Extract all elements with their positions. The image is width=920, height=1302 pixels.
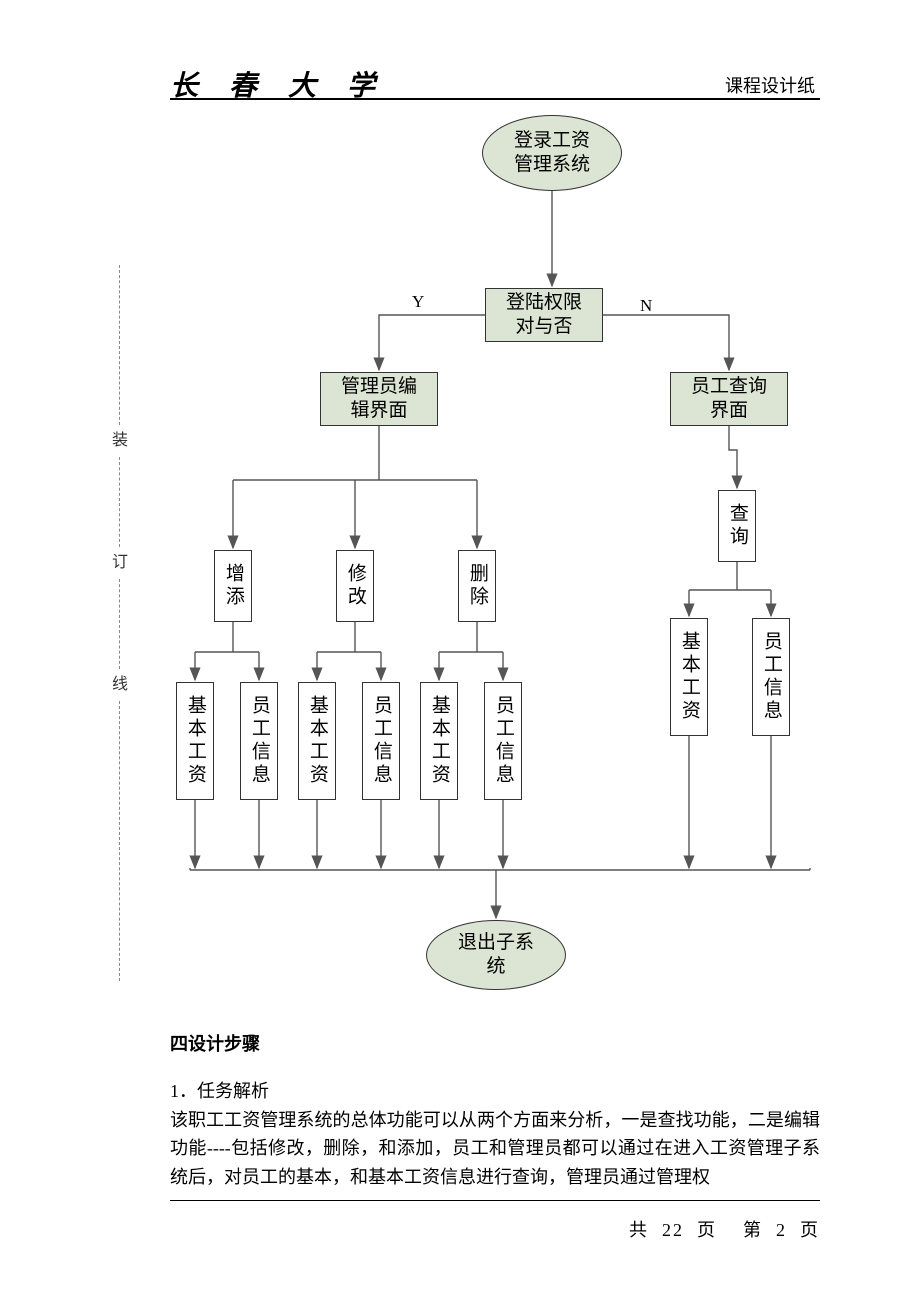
node-label: 基本工资 bbox=[183, 695, 207, 787]
footer-current-page: 2 bbox=[776, 1220, 787, 1240]
binding-char: 装 bbox=[110, 425, 130, 457]
footer-page-unit: 页 bbox=[697, 1220, 717, 1240]
node-label: 登陆权限对与否 bbox=[506, 291, 582, 339]
section-heading: 四设计步骤 bbox=[170, 1030, 820, 1059]
flowchart-diagram: 登录工资管理系统 登陆权限对与否 管理员编辑界面 员工查询界面 增添 修改 删除… bbox=[170, 110, 830, 1010]
flow-leaf-employee-info: 员工信息 bbox=[752, 618, 790, 736]
flow-leaf-basic-wage: 基本工资 bbox=[670, 618, 708, 736]
node-label: 员工信息 bbox=[759, 631, 783, 723]
flow-node-admin: 管理员编辑界面 bbox=[320, 372, 438, 426]
node-label: 员工查询界面 bbox=[691, 375, 767, 423]
flow-node-staff-query: 员工查询界面 bbox=[670, 372, 788, 426]
node-label: 修改 bbox=[343, 563, 367, 609]
binding-char: 订 bbox=[110, 547, 130, 579]
edge-label-yes: Y bbox=[412, 292, 424, 312]
paragraph-text: 该职工工资管理系统的总体功能可以从两个方面来分析，一是查找功能，二是编辑功能--… bbox=[170, 1106, 820, 1192]
node-label: 查询 bbox=[725, 503, 749, 549]
flow-leaf-employee-info: 员工信息 bbox=[362, 682, 400, 800]
flow-node-add: 增添 bbox=[214, 550, 252, 622]
footer-current-label: 第 bbox=[743, 1220, 763, 1240]
subsection-heading: 1．任务解析 bbox=[170, 1077, 820, 1106]
node-label: 基本工资 bbox=[305, 695, 329, 787]
binding-char: 线 bbox=[110, 669, 130, 701]
flow-leaf-basic-wage: 基本工资 bbox=[298, 682, 336, 800]
node-label: 退出子系统 bbox=[458, 931, 534, 979]
header-divider bbox=[170, 98, 820, 100]
paper-type-label: 课程设计纸 bbox=[725, 72, 815, 98]
node-label: 登录工资管理系统 bbox=[514, 129, 590, 177]
node-label: 员工信息 bbox=[491, 695, 515, 787]
footer-divider bbox=[170, 1200, 820, 1201]
footer-total-pages: 22 bbox=[662, 1220, 684, 1240]
flow-node-start: 登录工资管理系统 bbox=[482, 115, 622, 191]
flow-node-modify: 修改 bbox=[336, 550, 374, 622]
flow-leaf-basic-wage: 基本工资 bbox=[176, 682, 214, 800]
node-label: 员工信息 bbox=[247, 695, 271, 787]
flow-leaf-basic-wage: 基本工资 bbox=[420, 682, 458, 800]
binding-margin: 装 订 线 bbox=[110, 265, 130, 1085]
flow-node-decision: 登陆权限对与否 bbox=[485, 288, 603, 342]
node-label: 管理员编辑界面 bbox=[341, 375, 417, 423]
footer-total-label: 共 bbox=[629, 1220, 649, 1240]
edge-label-no: N bbox=[640, 296, 652, 316]
node-label: 基本工资 bbox=[427, 695, 451, 787]
node-label: 员工信息 bbox=[369, 695, 393, 787]
flow-node-query: 查询 bbox=[718, 490, 756, 562]
node-label: 增添 bbox=[221, 563, 245, 609]
flow-node-exit: 退出子系统 bbox=[426, 920, 566, 990]
flow-node-delete: 删除 bbox=[458, 550, 496, 622]
flow-leaf-employee-info: 员工信息 bbox=[484, 682, 522, 800]
page-footer: 共 22 页 第 2 页 bbox=[629, 1216, 820, 1242]
footer-page-unit: 页 bbox=[800, 1220, 820, 1240]
node-label: 基本工资 bbox=[677, 631, 701, 723]
flow-leaf-employee-info: 员工信息 bbox=[240, 682, 278, 800]
body-text: 四设计步骤 1．任务解析 该职工工资管理系统的总体功能可以从两个方面来分析，一是… bbox=[170, 1030, 820, 1192]
node-label: 删除 bbox=[465, 563, 489, 609]
